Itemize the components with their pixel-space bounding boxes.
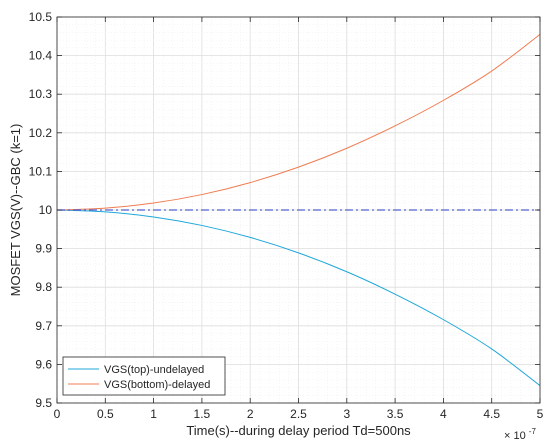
x-tick-label: 4 bbox=[440, 407, 447, 421]
series-lines bbox=[56, 33, 541, 387]
x-tick-label: 2.5 bbox=[290, 407, 307, 421]
y-tick-label: 9.5 bbox=[35, 396, 52, 410]
x-tick-label: 3.5 bbox=[387, 407, 404, 421]
x-axis-exponent-power: -7 bbox=[529, 427, 537, 436]
legend-label: VGS(bottom)-delayed bbox=[104, 379, 210, 391]
y-tick-label: 10.4 bbox=[29, 49, 53, 63]
y-tick-label: 9.6 bbox=[35, 357, 52, 371]
x-axis-label: Time(s)--during delay period Td=500ns bbox=[186, 423, 411, 438]
y-tick-label: 10.2 bbox=[29, 126, 53, 140]
y-tick-label: 9.7 bbox=[35, 319, 52, 333]
legend: VGS(top)-undelayed VGS(bottom)-delayed bbox=[62, 356, 226, 396]
y-tick-label: 10.5 bbox=[29, 10, 53, 24]
legend-label: VGS(top)-undelayed bbox=[104, 364, 204, 376]
y-axis-label: MOSFET VGS(V)--GBC (k=1) bbox=[8, 124, 23, 297]
y-tick-label: 10 bbox=[39, 203, 53, 217]
y-tick-label: 10.3 bbox=[29, 87, 53, 101]
x-tick-label: 0.5 bbox=[97, 407, 114, 421]
legend-box bbox=[62, 356, 226, 396]
x-tick-label: 4.5 bbox=[483, 407, 500, 421]
series-line-2 bbox=[56, 33, 541, 211]
x-axis-exponent-base: × 10 bbox=[504, 430, 526, 442]
x-tick-label: 2 bbox=[247, 407, 254, 421]
x-tick-label: 1 bbox=[150, 407, 157, 421]
y-tick-label: 10.1 bbox=[29, 164, 53, 178]
series-line-1 bbox=[56, 209, 541, 387]
x-tick-label: 1.5 bbox=[194, 407, 211, 421]
x-tick-label: 5 bbox=[537, 407, 544, 421]
y-tick-label: 9.8 bbox=[35, 280, 52, 294]
x-axis-exponent: × 10 -7 bbox=[504, 427, 536, 442]
axis-ticks: 0 0.5 1 1.5 2 2.5 3 3.5 4 4.5 5 9.5 9.6 9.7 9.8 9.9 10 10… bbox=[29, 10, 544, 421]
x-tick-label: 0 bbox=[54, 407, 61, 421]
x-tick-label: 3 bbox=[343, 407, 350, 421]
y-tick-label: 9.9 bbox=[35, 242, 52, 256]
